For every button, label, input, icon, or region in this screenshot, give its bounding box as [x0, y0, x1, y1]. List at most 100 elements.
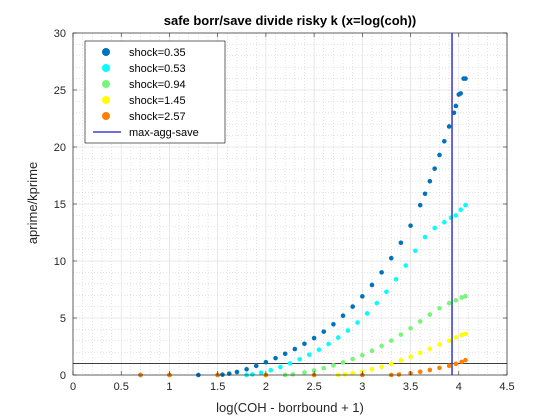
x-tick-label: 1 — [166, 381, 172, 393]
data-point — [458, 207, 464, 212]
data-point — [302, 370, 307, 375]
data-point — [408, 325, 413, 331]
data-point — [417, 350, 423, 356]
y-tick-label: 5 — [60, 313, 66, 325]
data-point — [369, 367, 375, 372]
data-point — [393, 276, 399, 282]
legend-marker — [102, 64, 110, 72]
y-axis-label: aprime/kprime — [25, 162, 40, 244]
data-point — [453, 361, 459, 367]
data-point — [459, 295, 464, 300]
x-tick-label: 3 — [359, 381, 365, 393]
data-point — [364, 311, 370, 316]
data-point — [453, 298, 459, 303]
x-tick-label: 4 — [456, 381, 462, 393]
x-tick-label: 0.5 — [114, 381, 129, 393]
data-point — [342, 372, 348, 377]
data-point — [379, 343, 384, 349]
data-point — [427, 367, 433, 373]
data-point — [388, 255, 394, 261]
data-point — [326, 341, 331, 347]
data-point — [453, 335, 459, 340]
data-point — [463, 294, 468, 299]
data-point — [403, 263, 409, 268]
legend-marker — [102, 112, 110, 120]
data-point — [398, 240, 404, 246]
data-point — [459, 359, 464, 365]
data-point — [250, 372, 255, 377]
legend-label: shock=2.57 — [129, 111, 186, 123]
legend-label: shock=0.94 — [129, 79, 186, 91]
data-point — [384, 289, 389, 295]
data-point — [374, 300, 380, 306]
data-point — [268, 367, 274, 373]
data-point — [350, 370, 355, 376]
data-point — [388, 361, 394, 367]
chart-title: safe borr/save divide risky k (x=log(coh… — [164, 13, 417, 28]
data-point — [258, 370, 264, 376]
legend-box — [84, 40, 226, 144]
y-tick-label: 20 — [54, 142, 66, 154]
data-point — [437, 306, 442, 311]
data-point — [316, 347, 322, 352]
data-point — [446, 124, 452, 129]
data-point — [408, 354, 413, 360]
data-point — [463, 202, 468, 208]
data-point — [263, 359, 269, 365]
data-point — [273, 355, 278, 361]
data-point — [282, 351, 288, 357]
legend-label: shock=1.45 — [129, 95, 186, 107]
data-point — [413, 248, 418, 254]
data-point — [442, 219, 447, 225]
data-point — [287, 361, 293, 366]
data-point — [437, 152, 442, 158]
data-point — [442, 139, 447, 144]
data-point — [427, 312, 433, 317]
data-point — [331, 321, 336, 327]
series-1 — [138, 76, 468, 378]
data-point — [446, 300, 452, 306]
data-point — [463, 357, 468, 363]
legend-label: shock=0.35 — [129, 47, 186, 59]
data-point — [306, 352, 312, 358]
data-point — [355, 320, 360, 325]
data-point — [360, 294, 365, 299]
data-point — [437, 365, 442, 371]
data-point — [463, 331, 468, 337]
data-point — [453, 213, 459, 218]
data-point — [463, 76, 468, 81]
data-point — [350, 304, 355, 309]
axes-box — [72, 32, 508, 376]
x-tick-label: 3.5 — [403, 381, 418, 393]
data-point — [422, 191, 428, 197]
data-point — [427, 178, 433, 184]
legend-marker — [102, 96, 110, 104]
legend-marker — [102, 48, 110, 56]
data-point — [459, 332, 464, 338]
data-point — [396, 372, 402, 377]
data-point — [360, 352, 365, 358]
data-point — [345, 328, 351, 333]
y-tick-label: 15 — [54, 199, 66, 211]
y-tick-label: 30 — [54, 28, 66, 40]
data-point — [398, 358, 404, 363]
data-point — [297, 356, 302, 362]
data-point — [335, 335, 341, 340]
x-tick-label: 1.5 — [210, 381, 225, 393]
x-tick-label: 2.5 — [306, 381, 321, 393]
x-tick-label: 4.5 — [499, 381, 514, 393]
x-tick-label: 0 — [70, 381, 76, 393]
data-point — [234, 369, 240, 375]
x-axis-label: log(COH - borrbound + 1) — [216, 400, 364, 415]
legend-label: max-agg-save — [129, 127, 199, 139]
data-point — [331, 363, 336, 368]
data-point — [311, 368, 317, 373]
series-2 — [167, 202, 468, 378]
data-point — [417, 202, 423, 208]
y-tick-label: 0 — [60, 370, 66, 382]
data-point — [437, 342, 442, 347]
data-point — [432, 225, 437, 231]
x-tick-label: 2 — [263, 381, 269, 393]
data-point — [292, 346, 298, 352]
